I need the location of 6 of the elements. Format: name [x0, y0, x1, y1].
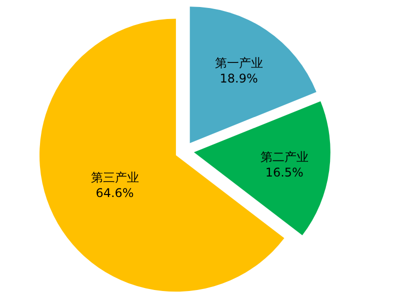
- data-label: 18.9%: [220, 71, 258, 86]
- slice-label: 第一产业: [214, 56, 263, 70]
- data-label: 16.5%: [265, 165, 304, 180]
- slice-label: 第二产业: [260, 150, 308, 164]
- slice-label: 第三产业: [90, 170, 139, 185]
- data-label: 64.6%: [96, 186, 134, 200]
